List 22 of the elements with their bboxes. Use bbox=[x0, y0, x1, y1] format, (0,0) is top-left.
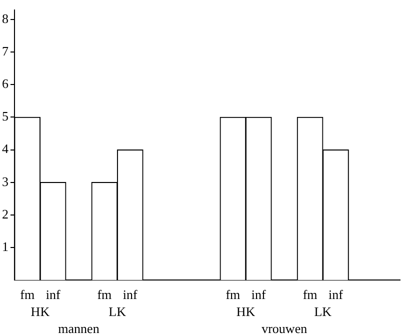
x-tick-label: fm bbox=[302, 287, 318, 302]
y-tick-label: 1 bbox=[2, 238, 8, 254]
text: mannen bbox=[58, 320, 100, 336]
text: HK bbox=[236, 304, 256, 319]
x-tick-label: fm bbox=[97, 287, 112, 302]
y-tick-label: 6 bbox=[2, 76, 9, 92]
y-tick-label: 4 bbox=[2, 141, 9, 156]
text: HK bbox=[30, 304, 50, 319]
x-tick-label: inf bbox=[328, 287, 344, 302]
text: LK bbox=[314, 304, 332, 319]
x-tick-label: fm bbox=[226, 287, 240, 302]
text: vrouwen bbox=[262, 320, 308, 336]
y-tick-label: 8 bbox=[2, 10, 8, 26]
x-tick-label: fm bbox=[20, 287, 35, 302]
x-tick-label: inf bbox=[251, 287, 267, 302]
x-tick-label: inf bbox=[46, 287, 61, 302]
text: LK bbox=[108, 304, 127, 319]
y-tick-label: 5 bbox=[2, 108, 8, 124]
x-tick-label: inf bbox=[122, 287, 138, 302]
y-tick-label: 2 bbox=[2, 206, 8, 222]
y-tick-label: 3 bbox=[2, 174, 8, 189]
y-tick-label: 7 bbox=[2, 44, 9, 59]
